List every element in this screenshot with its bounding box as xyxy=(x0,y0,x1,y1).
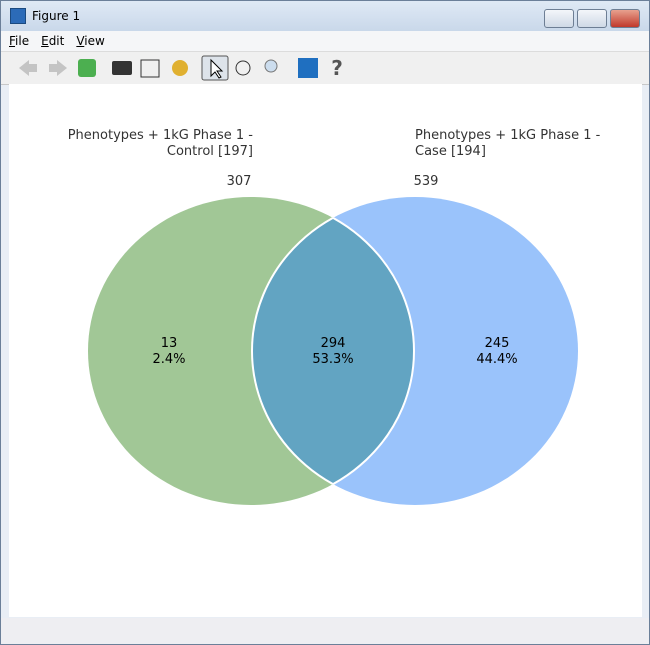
help-button[interactable]: ? xyxy=(331,56,343,80)
intersection-edge xyxy=(251,197,414,505)
intersection xyxy=(252,197,414,505)
minimize-button[interactable] xyxy=(544,9,574,28)
set-label: Case [194] xyxy=(415,144,486,159)
close-button[interactable] xyxy=(610,9,640,28)
status-bar xyxy=(1,618,649,644)
title-bar: Figure 1 xyxy=(1,1,649,31)
menu-item[interactable]: View xyxy=(76,34,105,48)
zoom-button[interactable] xyxy=(264,59,278,73)
subplots-button[interactable] xyxy=(140,59,160,78)
region-percent: 44.4% xyxy=(476,352,517,367)
region-percent: 53.3% xyxy=(312,352,353,367)
toolbar-icons: ? xyxy=(19,55,343,81)
region-percent: 2.4% xyxy=(152,352,185,367)
venn-diagram: Phenotypes + 1kG Phase 1 -Control [197]3… xyxy=(68,128,601,505)
figure-canvas: Phenotypes + 1kG Phase 1 - Control [197] 3… xyxy=(9,84,642,617)
set-label: Phenotypes + 1kG Phase 1 - xyxy=(68,128,254,143)
window-title: Figure 1 xyxy=(32,9,81,23)
set-total: 307 xyxy=(227,174,252,189)
refresh-button[interactable] xyxy=(78,59,96,77)
save-button[interactable] xyxy=(112,61,132,75)
pan-button[interactable] xyxy=(235,60,251,76)
menu-item[interactable]: Edit xyxy=(41,34,65,48)
maximize-button[interactable] xyxy=(577,9,607,28)
menu-item[interactable]: File xyxy=(9,34,30,48)
home-button[interactable] xyxy=(298,58,318,78)
menu-bar: File Edit View xyxy=(1,31,649,51)
intersection-edge xyxy=(252,197,415,505)
app-icon xyxy=(10,8,26,24)
toolbar: ? xyxy=(1,51,649,85)
region-count: 294 xyxy=(321,336,346,351)
set-label: Phenotypes + 1kG Phase 1 - xyxy=(415,128,601,143)
region-count: 245 xyxy=(485,336,510,351)
pointer-icon xyxy=(210,58,224,79)
set-total: 539 xyxy=(414,174,439,189)
customize-button[interactable] xyxy=(172,60,188,76)
region-count: 13 xyxy=(161,336,178,351)
set-label: Control [197] xyxy=(167,144,253,159)
back-button[interactable] xyxy=(19,60,37,76)
forward-button[interactable] xyxy=(49,60,67,76)
